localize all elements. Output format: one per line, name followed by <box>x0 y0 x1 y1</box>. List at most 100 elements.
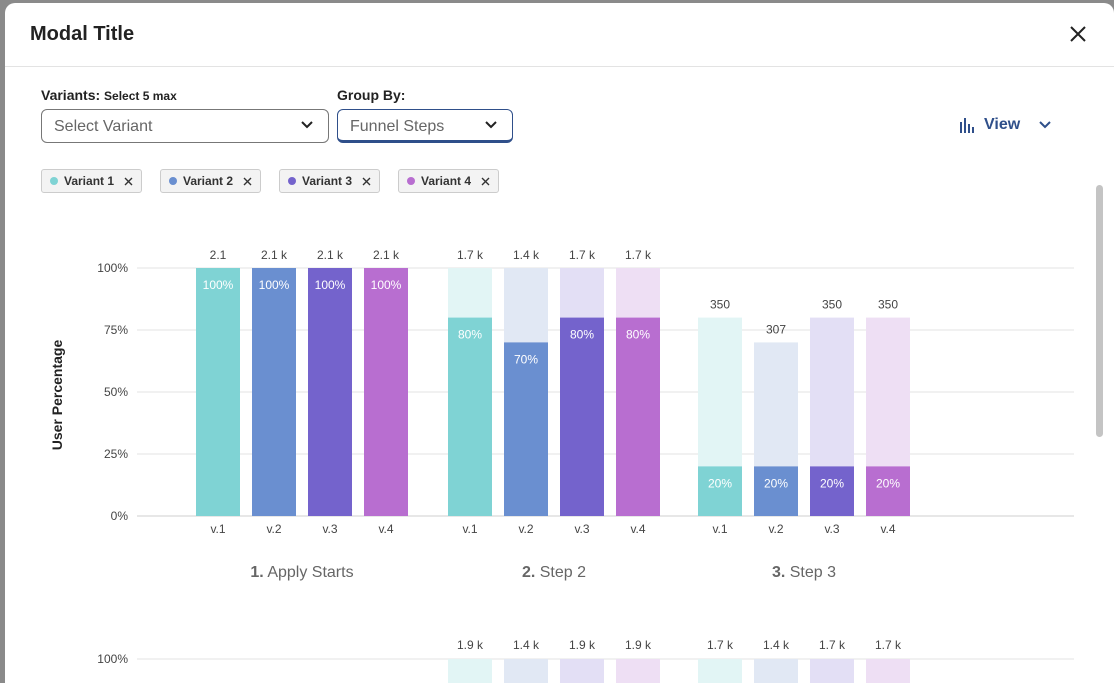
bar-background <box>616 659 660 683</box>
bar <box>866 466 910 516</box>
bar-percent-label: 80% <box>626 328 650 342</box>
bar-count-label: 1.9 k <box>457 638 484 652</box>
bar <box>810 466 854 516</box>
remove-icon[interactable] <box>362 177 371 186</box>
close-icon[interactable] <box>1067 23 1089 45</box>
bar <box>308 268 352 516</box>
view-dropdown[interactable]: View <box>960 116 1052 134</box>
y-tick-label: 100% <box>97 261 128 275</box>
remove-icon[interactable] <box>243 177 252 186</box>
bar-count-label: 2.1 <box>210 248 227 262</box>
bar-background <box>698 659 742 683</box>
funnel-chart: 0% 25% 50% 75% 100% User Percentage 100% 2.1 v.1… <box>49 248 1074 683</box>
x-tick-label: v.3 <box>322 522 337 536</box>
variant-select-placeholder: Select Variant <box>54 118 153 135</box>
variant-chip: Variant 1 <box>41 169 143 193</box>
bar <box>252 268 296 516</box>
bar <box>196 268 240 516</box>
chip-label: Variant 1 <box>64 174 115 188</box>
bar <box>448 317 492 516</box>
bar-background <box>866 659 910 683</box>
chevron-down-icon <box>485 121 497 129</box>
color-dot <box>288 177 296 185</box>
bar-count-label: 1.7 k <box>625 248 652 262</box>
x-tick-label: v.4 <box>880 522 895 536</box>
bar-percent-label: 100% <box>315 278 346 292</box>
bar-background <box>448 659 492 683</box>
group-label: 1. Apply Starts <box>250 564 353 581</box>
y-tick-label: 100% <box>97 652 128 666</box>
bar-percent-label: 100% <box>371 278 402 292</box>
chip-label: Variant 3 <box>302 174 353 188</box>
group-label: 2. Step 2 <box>522 564 586 581</box>
y-tick-label: 0% <box>111 509 129 523</box>
y-tick-label: 25% <box>104 447 128 461</box>
bar-count-label: 1.4 k <box>513 248 540 262</box>
x-tick-label: v.2 <box>518 522 533 536</box>
x-tick-label: v.1 <box>210 522 225 536</box>
modal-header: Modal Title <box>5 3 1114 67</box>
y-tick-label: 50% <box>104 385 128 399</box>
x-tick-label: v.1 <box>462 522 477 536</box>
bar <box>364 268 408 516</box>
group-name: Step 2 <box>535 564 586 581</box>
color-dot <box>407 177 415 185</box>
modal-title: Modal Title <box>30 23 135 45</box>
group-by-value: Funnel Steps <box>350 118 445 135</box>
bar-count-label: 1.4 k <box>763 638 790 652</box>
modal: Modal Title Variants: Select 5 max Selec… <box>5 3 1114 683</box>
bar-count-label: 2.1 k <box>373 248 400 262</box>
scrollbar-thumb[interactable] <box>1096 185 1103 437</box>
bar-count-label: 1.9 k <box>625 638 652 652</box>
bar-background <box>560 659 604 683</box>
bar-count-label: 350 <box>710 298 730 312</box>
group-by-label: Group By: <box>337 87 406 103</box>
group-number: 1. <box>250 564 263 581</box>
group-by-select[interactable]: Funnel Steps <box>337 109 513 143</box>
chip-label: Variant 2 <box>183 174 234 188</box>
bar-count-label: 1.7 k <box>569 248 596 262</box>
y-tick-label: 75% <box>104 323 128 337</box>
bar-percent-label: 100% <box>259 278 290 292</box>
x-tick-label: v.2 <box>768 522 783 536</box>
group-name: Step 3 <box>785 564 836 581</box>
variant-chip: Variant 4 <box>398 169 500 193</box>
bar-percent-label: 80% <box>570 328 594 342</box>
view-label: View <box>984 116 1021 133</box>
bar-percent-label: 80% <box>458 328 482 342</box>
variant-select[interactable]: Select Variant <box>41 109 329 143</box>
bar-count-label: 1.7 k <box>875 638 902 652</box>
x-tick-label: v.3 <box>824 522 839 536</box>
group-name: Apply Starts <box>264 564 354 581</box>
bar-background <box>504 659 548 683</box>
bar-percent-label: 20% <box>820 476 844 490</box>
group-label: 3. Step 3 <box>772 564 836 581</box>
variant-chip: Variant 3 <box>279 169 381 193</box>
group-number: 3. <box>772 564 785 581</box>
bar <box>698 466 742 516</box>
x-tick-label: v.1 <box>712 522 727 536</box>
remove-icon[interactable] <box>124 177 133 186</box>
bar-count-label: 350 <box>878 298 898 312</box>
variants-label: Variants: Select 5 max <box>41 87 177 103</box>
remove-icon[interactable] <box>481 177 490 186</box>
bar-background <box>810 659 854 683</box>
bar-count-label: 350 <box>822 298 842 312</box>
y-axis-label: User Percentage <box>49 340 65 451</box>
bar-percent-label: 20% <box>708 476 732 490</box>
bar-background <box>754 659 798 683</box>
bar <box>560 317 604 516</box>
bar-count-label: 2.1 k <box>261 248 288 262</box>
x-tick-label: v.4 <box>378 522 393 536</box>
chip-label: Variant 4 <box>421 174 472 188</box>
bar-percent-label: 20% <box>764 476 788 490</box>
bar-count-label: 2.1 k <box>317 248 344 262</box>
variant-chip: Variant 2 <box>160 169 262 193</box>
variants-hint: Select 5 max <box>104 89 177 103</box>
color-dot <box>50 177 58 185</box>
chevron-down-icon <box>1039 121 1051 129</box>
bar <box>754 466 798 516</box>
x-tick-label: v.4 <box>630 522 645 536</box>
bar <box>616 317 660 516</box>
bar-count-label: 1.7 k <box>819 638 846 652</box>
